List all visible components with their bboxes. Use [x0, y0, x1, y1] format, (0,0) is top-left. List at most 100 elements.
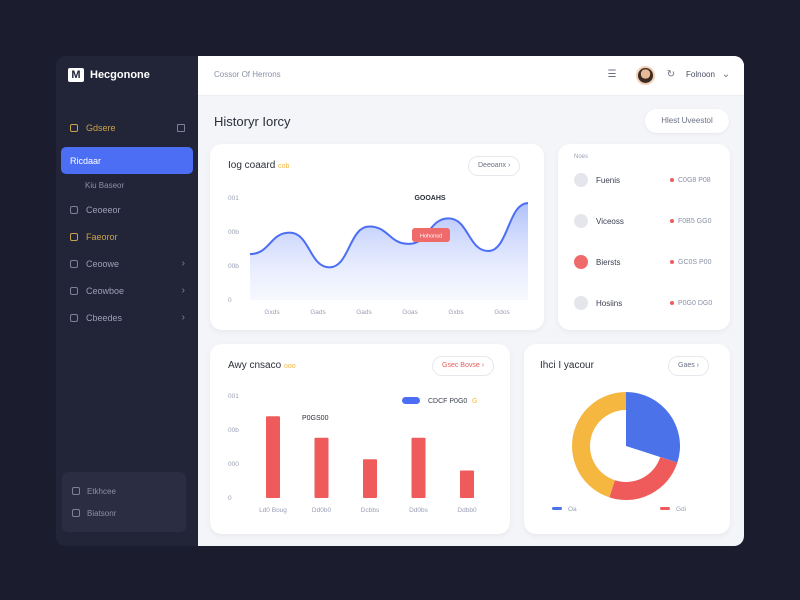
sidebar-item-5[interactable]: Ceoowe › [61, 250, 193, 277]
bar-chart-title-accent: ooo [283, 363, 296, 370]
help-link[interactable]: Etkhcee [72, 480, 176, 502]
refresh-icon[interactable]: ↻ [666, 69, 676, 80]
donut-legend-label: Gdi [676, 506, 686, 513]
dashboard-icon [70, 123, 78, 132]
bar-legend-accent: G [472, 398, 477, 405]
logout-link[interactable]: Biatsonr [72, 502, 176, 524]
list-item[interactable]: Viceoss F0B5 GG0 [574, 211, 714, 231]
sidebar-bottom-card: Etkhcee Biatsonr [62, 472, 186, 532]
x-tick-label: Dd0b0 [312, 507, 332, 514]
chevron-down-icon[interactable]: ⌄ [721, 69, 731, 80]
line-series [249, 202, 529, 269]
list-item-label: Biersts [596, 257, 621, 267]
y-tick-label: 00b [228, 229, 239, 236]
y-tick-label: 0 [228, 297, 232, 304]
donut-chart-title: Ihci I yacour [540, 360, 594, 371]
bar-legend-swatch [402, 397, 420, 404]
document-icon [70, 205, 78, 214]
sidebar-nav: Gdsere Ricdaar Kiu Baseor Ceoeeor Faeoro… [61, 114, 193, 331]
sidebar-item-label: Ceoeeor [86, 204, 121, 215]
logout-label: Biatsonr [87, 508, 117, 518]
help-label: Etkhcee [87, 486, 116, 496]
bar-chart-title: Awy cnsaco ooo [228, 360, 296, 371]
topbar: Cossor Of Herrons ☰ ↻ Folnoon ⌄ [198, 56, 744, 96]
x-tick-label: Gads [310, 309, 326, 316]
sidebar-item-label: Ricdaar [70, 155, 102, 166]
range-button-label: Deeoanx [478, 162, 507, 169]
ranking-list-card: Noes Fuenis C0G8 P08 Viceoss F0B5 GG0 Bi… [558, 144, 730, 330]
logo-icon: M [68, 68, 84, 82]
y-tick-label: 00b [228, 427, 239, 434]
chevron-right-icon: › [181, 285, 185, 296]
sidebar-item-0[interactable]: Gdsere [61, 114, 193, 141]
brand-name: Hecgonone [90, 69, 150, 81]
sidebar-item-label: Gdsere [86, 122, 116, 133]
bar [363, 459, 377, 498]
sidebar-item-6[interactable]: Ceowboe › [61, 277, 193, 304]
list-dot [574, 214, 588, 228]
x-tick-label: Gads [356, 309, 372, 316]
bar [411, 437, 426, 498]
calendar-icon[interactable]: ☰ [607, 69, 617, 80]
x-tick-label: Gdos [494, 309, 510, 316]
list-item[interactable]: Hosiins P0G0 DG0 [574, 293, 714, 313]
donut-chart-button[interactable]: Gaes › [668, 356, 710, 376]
line-highlight-label: Hohonsd [420, 234, 442, 240]
collapse-icon[interactable] [177, 123, 185, 132]
sidebar-item-7[interactable]: Cbeedes › [61, 304, 193, 331]
list-item-label: Viceoss [596, 216, 624, 226]
folder-icon [70, 232, 78, 241]
y-tick-label: 000 [228, 461, 239, 468]
page-title: Historyr Iorcy [214, 114, 291, 129]
line-chart: 001 00b 00b 0 Gxds Gads Gads Goas Gxbs Gdos GOOAHS… [228, 195, 529, 316]
list-item[interactable]: Biersts GC0S P00 [574, 252, 714, 272]
list-item[interactable]: Fuenis C0G8 P08 [574, 170, 714, 190]
donut-slice [609, 457, 678, 500]
list-dot [574, 255, 588, 269]
page-action-button[interactable]: Hlest Uveestol [645, 109, 729, 133]
sidebar-item-label: Ceoowe [86, 258, 120, 269]
y-tick-label: 001 [228, 195, 239, 202]
filter-button-label: Gsec Bovse [442, 362, 480, 369]
list-item-value: C0G8 P08 [670, 177, 711, 184]
sidebar-item-label: Kiu Baseor [85, 180, 125, 190]
x-tick-label: Ddbb0 [457, 507, 477, 514]
bar-chart-filter-button[interactable]: Gsec Bovse › [432, 356, 495, 376]
donut-slice [572, 392, 626, 498]
donut-legend-swatch [552, 507, 562, 510]
breadcrumb[interactable]: Cossor Of Herrons [214, 70, 281, 79]
line-area [250, 203, 528, 300]
y-tick-label: 001 [228, 393, 239, 400]
sidebar-subitem[interactable]: Kiu Baseor [61, 174, 193, 196]
sidebar: M Hecgonone Gdsere Ricdaar Kiu Baseor Ce… [56, 56, 198, 546]
bar-chart-title-text: Awy cnsaco [228, 360, 282, 371]
brand[interactable]: M Hecgonone [68, 68, 150, 82]
sidebar-item-label: Cbeedes [86, 312, 123, 323]
main-panel: Cossor Of Herrons ☰ ↻ Folnoon ⌄ Historyr… [198, 56, 744, 546]
sidebar-item-label: Faeoror [86, 231, 118, 242]
sidebar-item-1[interactable]: Ricdaar [61, 147, 193, 174]
x-tick-label: Dd0bs [409, 507, 429, 514]
sidebar-item-label: Ceowboe [86, 285, 125, 296]
line-callout: GOOAHS [414, 195, 445, 202]
chart-icon [70, 286, 78, 295]
bar-legend-label: CDCF P0G0 [428, 398, 467, 405]
sidebar-item-4[interactable]: Faeoror [61, 223, 193, 250]
user-name[interactable]: Folnoon [686, 70, 715, 79]
bar-callout: P0GS00 [302, 415, 329, 422]
donut-legend-label: Oa [568, 506, 577, 513]
donut-chart: Oa Gdi [552, 392, 686, 513]
avatar[interactable] [636, 66, 655, 85]
donut-button-label: Gaes [678, 362, 695, 369]
chevron-right-icon: › [181, 258, 185, 269]
list-item-value: GC0S P00 [670, 259, 711, 266]
bar [266, 416, 280, 498]
donut-chart-card: Ihci I yacour Gaes › Oa Gdi [524, 344, 730, 534]
donut-legend-swatch [660, 507, 670, 510]
x-tick-label: Goas [402, 309, 418, 316]
grid-icon [70, 313, 78, 322]
sidebar-item-3[interactable]: Ceoeeor [61, 196, 193, 223]
list-item-label: Fuenis [596, 175, 621, 185]
line-chart-range-button[interactable]: Deeoanx › [468, 156, 521, 176]
